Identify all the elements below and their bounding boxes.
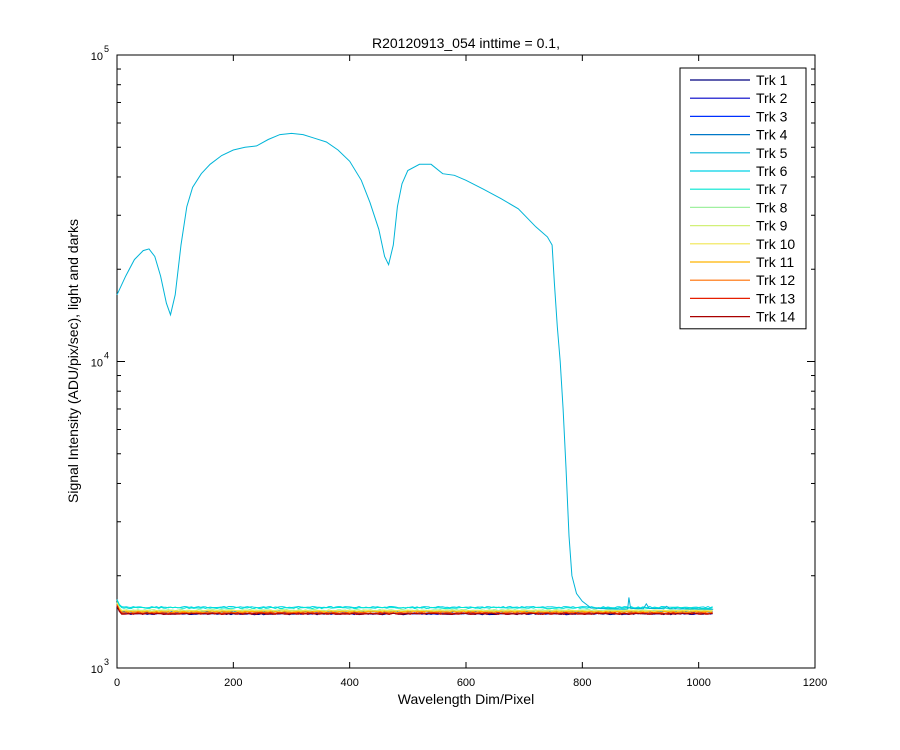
series-layer [116, 132, 714, 616]
series-line-11 [116, 603, 713, 614]
x-tick-label: 800 [573, 677, 591, 689]
legend-label: Trk 2 [756, 90, 788, 106]
series-line-14 [116, 605, 713, 616]
y-tick-label-base: 10 [91, 51, 103, 63]
legend-label: Trk 1 [756, 72, 788, 88]
x-axis-label: Wavelength Dim/Pixel [398, 691, 534, 707]
legend-label: Trk 7 [756, 181, 788, 197]
series-line-5 [116, 132, 714, 610]
x-tick-label: 200 [224, 677, 242, 689]
y-tick-label-exponent: 4 [104, 351, 109, 361]
x-tick-label: 400 [340, 677, 358, 689]
legend-label: Trk 14 [756, 309, 795, 325]
legend-label: Trk 8 [756, 199, 788, 215]
y-tick-label-base: 10 [91, 664, 103, 676]
x-tick-label: 1200 [803, 677, 827, 689]
legend-label: Trk 3 [756, 108, 788, 124]
legend-label: Trk 9 [756, 218, 788, 234]
chart-title: R20120913_054 inttime = 0.1, [372, 35, 560, 51]
legend: Trk 1 Trk 2 Trk 3 Trk 4 Trk 5 Trk 6 Trk 7 Trk 8… [679, 67, 807, 330]
series-line-7 [116, 599, 713, 610]
y-tick-label-exponent: 3 [104, 657, 109, 667]
legend-label: Trk 4 [756, 127, 788, 143]
legend-label: Trk 12 [756, 272, 795, 288]
legend-box [679, 67, 807, 330]
legend-label: Trk 10 [756, 236, 795, 252]
legend-label: Trk 5 [756, 145, 788, 161]
x-tick-label: 600 [457, 677, 475, 689]
legend-label: Trk 6 [756, 163, 788, 179]
series-line-6 [116, 599, 713, 609]
y-axis-label: Signal Intensity (ADU/pix/sec), light an… [65, 219, 81, 503]
x-tick-label: 1000 [686, 677, 710, 689]
x-tick-label: 0 [114, 677, 120, 689]
legend-label: Trk 13 [756, 290, 795, 306]
y-tick-label-base: 10 [91, 358, 103, 370]
legend-label: Trk 11 [756, 254, 794, 270]
y-tick-label-exponent: 5 [104, 44, 109, 54]
